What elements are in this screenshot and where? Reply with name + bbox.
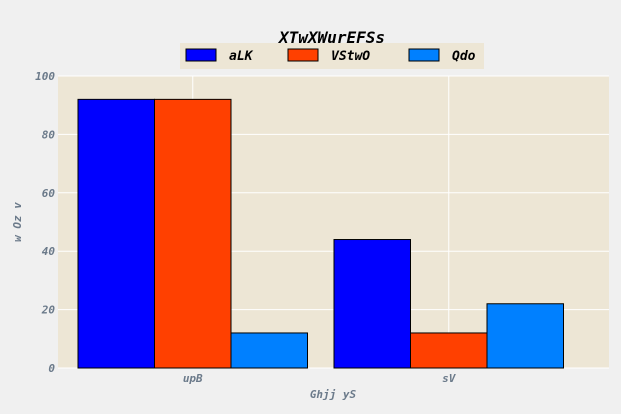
legend-swatch-VStwO	[287, 48, 319, 62]
bar-VStwO-sV	[410, 332, 488, 369]
x-tick-label: sV	[442, 372, 457, 385]
bar-Qdo-sV	[486, 303, 564, 369]
bar-VStwO-upB	[154, 98, 232, 369]
x-axis-label: Ghjj yS	[310, 388, 357, 401]
y-tick-label: 80	[42, 128, 56, 141]
y-tick-label: 100	[35, 70, 55, 83]
legend-label-aLK: aLK	[229, 49, 254, 64]
y-tick-label: 60	[42, 187, 56, 200]
bar-Qdo-upB	[230, 332, 308, 369]
bar-aLK-upB	[77, 98, 155, 369]
legend: aLK VStwO Qdo	[180, 43, 484, 69]
x-tick-label: upB	[183, 372, 203, 385]
y-tick-label: 40	[42, 245, 56, 258]
legend-label-Qdo: Qdo	[452, 49, 476, 64]
bars	[77, 98, 564, 369]
y-tick-label: 20	[41, 304, 56, 317]
bar-aLK-sV	[333, 239, 411, 369]
y-axis-ticks: 0 20 40 60 80 100	[35, 70, 55, 375]
y-tick-label: 0	[48, 362, 55, 375]
x-axis-ticks: upB sV	[183, 372, 457, 385]
legend-swatch-aLK	[185, 48, 217, 62]
chart-title: XTwXWurEFSs	[277, 28, 385, 47]
y-axis-label: w Oz v	[11, 202, 24, 242]
legend-label-VStwO: VStwO	[331, 49, 370, 64]
legend-swatch-Qdo	[408, 48, 440, 62]
